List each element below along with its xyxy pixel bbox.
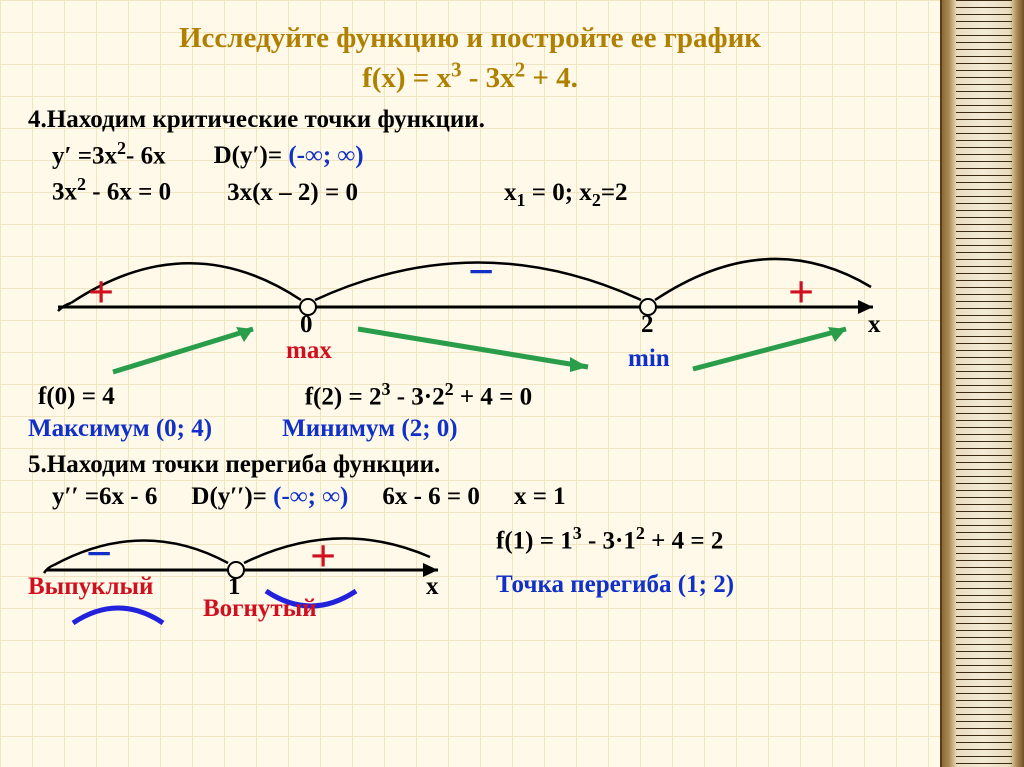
- y-prime-domain: D(yʹ)= (-∞; ∞): [214, 142, 364, 170]
- sign-diagram-1: + − + 0 2 x max min: [28, 217, 912, 377]
- f-of-1: f(1) = 13 - 3·12 + 4 = 2: [496, 523, 723, 555]
- y-pp-domain: D(yʹʹ)= (-∞; ∞): [191, 483, 348, 511]
- extrema-row: Максимум (0; 4) Минимум (2; 0): [28, 415, 912, 443]
- step4-heading: 4.Находим критические точки функции.: [28, 106, 912, 134]
- plus-left: +: [88, 265, 114, 318]
- y-prime-expr: yʹ =3x2- 6x: [52, 138, 166, 170]
- minimum-text: Минимум (2; 0): [282, 415, 458, 443]
- eq2-root: x = 1: [514, 483, 566, 511]
- sign-diagram-2: − + 1 x Выпуклый Вогнутый f(1) = 13 - 3·…: [28, 515, 912, 615]
- min-label: min: [628, 345, 670, 373]
- roots: x1 = 0; x2=2: [504, 179, 628, 211]
- slide-title: Исследуйте функцию и постройте ее график…: [28, 20, 912, 96]
- concave-label: Вогнутый: [203, 595, 317, 623]
- eq1: 3x2 - 6x = 0: [52, 174, 171, 206]
- f-of-0: f(0) = 4: [38, 383, 115, 411]
- pt-2: 2: [641, 311, 654, 339]
- eq1-factored: 3x(x – 2) = 0: [227, 179, 358, 207]
- convex-label: Выпуклый: [28, 573, 153, 601]
- x-label-1: x: [868, 311, 881, 339]
- step5-heading: 5.Находим точки перегиба функции.: [28, 451, 912, 479]
- x-label-2: x: [426, 573, 439, 601]
- max-label: max: [286, 337, 332, 365]
- plus-right: +: [788, 265, 814, 318]
- ruler-ticks: [956, 0, 1012, 767]
- pt-0: 0: [300, 311, 313, 339]
- title-line-2: f(x) = x3 - 3x2 + 4.: [362, 62, 578, 94]
- slide-page: Исследуйте функцию и постройте ее график…: [0, 0, 940, 767]
- eq2: 6x - 6 = 0: [382, 483, 480, 511]
- inflection-text: Точка перегиба (1; 2): [496, 571, 734, 599]
- second-derivative-row: yʹʹ =6x - 6 D(yʹʹ)= (-∞; ∞) 6x - 6 = 0 x…: [28, 483, 912, 511]
- minus-mid: −: [468, 245, 494, 298]
- derivative-zero-row: 3x2 - 6x = 0 3x(x – 2) = 0 x1 = 0; x2=2: [28, 174, 912, 210]
- plus-right-2: +: [310, 529, 336, 582]
- maximum-text: Максимум (0; 4): [28, 415, 212, 443]
- ruler-decoration: [940, 0, 1024, 767]
- title-line-1: Исследуйте функцию и постройте ее график: [179, 22, 761, 54]
- f-of-2: f(2) = 23 - 3·22 + 4 = 0: [305, 379, 532, 411]
- y-pp-expr: yʹʹ =6x - 6: [52, 483, 157, 511]
- f-values-row: f(0) = 4 f(2) = 23 - 3·22 + 4 = 0: [28, 379, 912, 411]
- first-derivative-row: yʹ =3x2- 6x D(yʹ)= (-∞; ∞): [28, 138, 912, 170]
